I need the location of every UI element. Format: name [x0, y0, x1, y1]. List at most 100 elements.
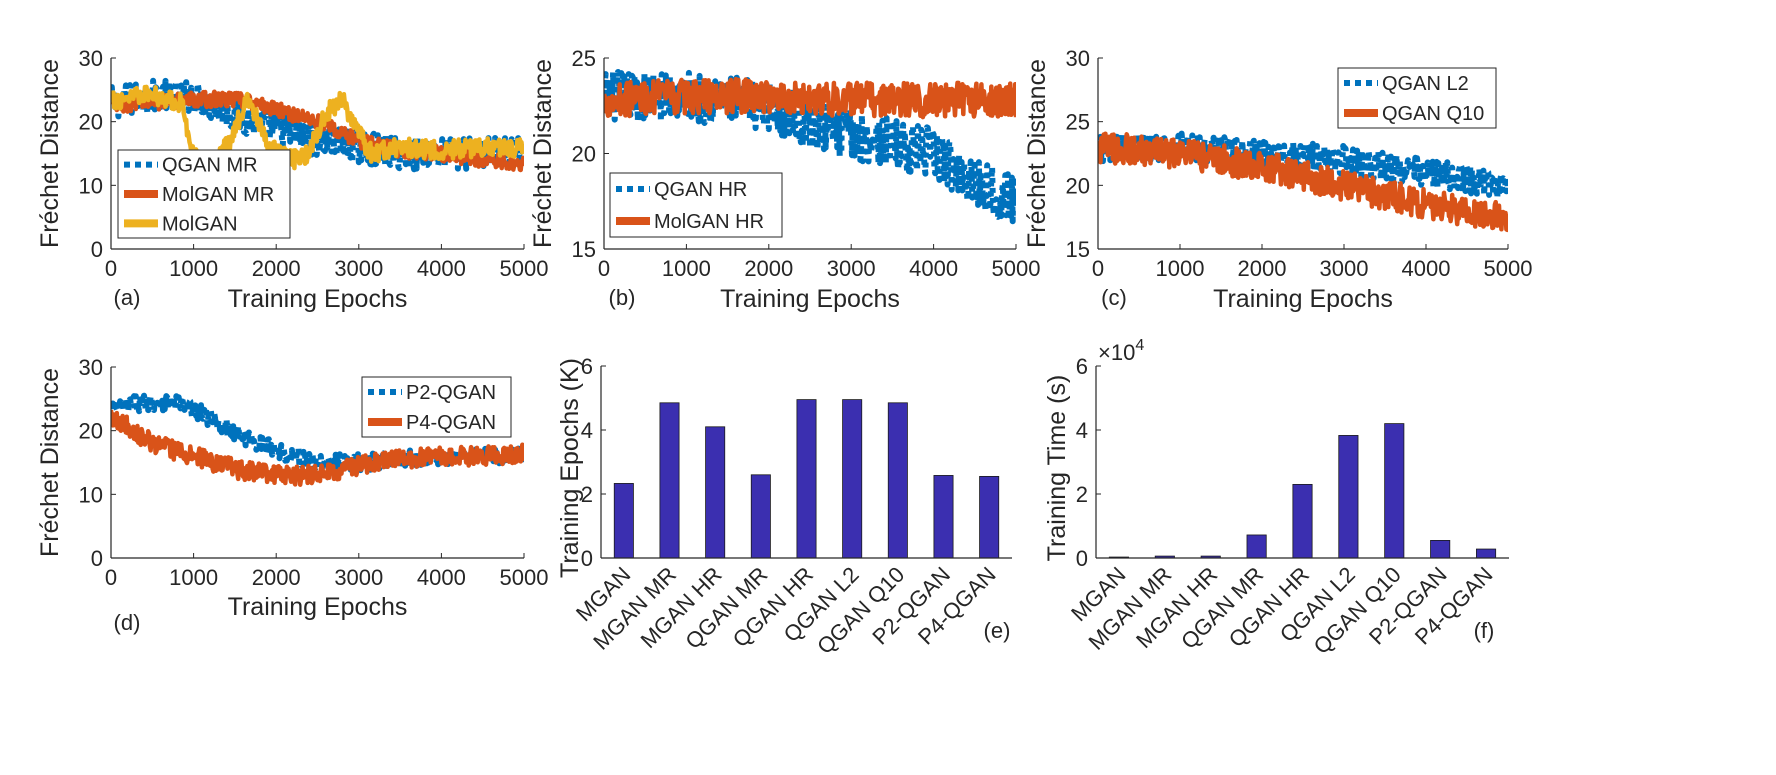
- y-axis-label: Training Time (s): [1043, 375, 1071, 562]
- y-tick-label: 20: [572, 142, 596, 167]
- y-axis-label: Fréchet Distance: [1023, 59, 1051, 248]
- legend: QGAN MR MolGAN MR MolGAN: [117, 149, 291, 239]
- y-tick-label: 25: [1066, 110, 1090, 135]
- bar-p2-qgan: [1430, 540, 1451, 559]
- series-group: [111, 392, 524, 487]
- y-tick-label: 20: [1066, 173, 1090, 198]
- x-axis-label: Training Epochs: [720, 285, 900, 313]
- series-line-p2-qgan: [111, 392, 524, 474]
- x-axis-label: Training Epochs: [228, 285, 408, 313]
- y-tick-label: 4: [1076, 418, 1088, 443]
- x-tick-label: 4000: [1402, 256, 1451, 281]
- legend-label: QGAN MR: [162, 155, 258, 177]
- x-tick-label: 1000: [1156, 256, 1205, 281]
- x-tick-label: 2000: [1238, 256, 1287, 281]
- bar-mgan-hr: [705, 426, 726, 559]
- legend-label: MolGAN HR: [654, 211, 764, 233]
- panel-a-line-chart: 0 1000 2000 3000 4000 5000 0 10 20 30 Training Epo…: [36, 46, 548, 313]
- x-tick-label: 5000: [992, 256, 1041, 281]
- legend-box: [609, 172, 783, 238]
- y-tick-label: 15: [1066, 237, 1090, 262]
- y-tick-label: 2: [581, 482, 593, 507]
- x-tick-label: 0: [105, 256, 117, 281]
- y-tick-label: 2: [1076, 482, 1088, 507]
- series-group: [1098, 130, 1508, 233]
- bar-p4-qgan: [979, 475, 1000, 559]
- bar-mgan-mr: [659, 402, 680, 559]
- legend-label: P2-QGAN: [406, 382, 496, 404]
- x-tick-label: 1000: [169, 256, 218, 281]
- y-axis-label: Fréchet Distance: [36, 59, 64, 248]
- bar-qgan-l2: [1338, 435, 1359, 559]
- x-tick-label: 5000: [1484, 256, 1533, 281]
- legend: QGAN HR MolGAN HR: [609, 172, 783, 238]
- y-tick-label: 0: [91, 237, 103, 262]
- y-tick-label: 0: [1076, 546, 1088, 571]
- panel-label: (d): [114, 610, 141, 635]
- legend-box: [1337, 67, 1497, 129]
- bar-qgan-l2: [842, 399, 863, 559]
- panel-d-line-chart: 0 1000 2000 3000 4000 5000 0 10 20 30 Training Epo…: [36, 355, 548, 635]
- y-tick-label: 20: [79, 419, 103, 444]
- y-tick-label: 4: [581, 418, 593, 443]
- x-tick-label: 3000: [334, 256, 383, 281]
- y-tick-label: 30: [79, 46, 103, 71]
- x-tick-label: 5000: [500, 256, 549, 281]
- x-tick-label: 0: [105, 565, 117, 590]
- y-axis-label: Fréchet Distance: [529, 59, 557, 248]
- x-tick-label: 3000: [827, 256, 876, 281]
- legend: QGAN L2 QGAN Q10: [1337, 67, 1497, 129]
- x-tick-label: 0: [1092, 256, 1104, 281]
- series-line-qgan-q10: [1098, 131, 1508, 233]
- panel-c-line-chart: 0 1000 2000 3000 4000 5000 15 20 25 30 Training Ep…: [1023, 46, 1532, 313]
- panel-b-line-chart: 0 1000 2000 3000 4000 5000 15 20 25 Training Epoc…: [529, 46, 1040, 313]
- x-tick-label: 2000: [252, 565, 301, 590]
- series-line-p4-qgan: [111, 409, 524, 487]
- y-tick-label: 10: [79, 482, 103, 507]
- x-tick-label: 4000: [909, 256, 958, 281]
- y-tick-label: 30: [79, 355, 103, 380]
- bar-qgan-hr: [1292, 483, 1313, 559]
- bar-mgan: [613, 483, 634, 559]
- legend-label: MolGAN MR: [162, 184, 274, 206]
- y-tick-label: 20: [79, 110, 103, 135]
- y-axis-label: Training Epochs (K): [556, 358, 584, 578]
- legend-label: QGAN HR: [654, 179, 747, 201]
- legend-box: [361, 376, 512, 438]
- x-tick-label: 1000: [662, 256, 711, 281]
- y-tick-label: 25: [572, 46, 596, 71]
- panel-label: (a): [114, 285, 141, 310]
- bar-qgan-q10: [887, 402, 908, 559]
- x-axis-label: Training Epochs: [228, 593, 408, 621]
- x-tick-label: 2000: [252, 256, 301, 281]
- x-axis-label: Training Epochs: [1213, 285, 1393, 313]
- series-line-qgan-l2: [1098, 130, 1508, 201]
- x-tick-label: 4000: [417, 256, 466, 281]
- bar-qgan-mr: [750, 474, 771, 559]
- y-tick-label: 30: [1066, 46, 1090, 71]
- x-tick-label: 3000: [1320, 256, 1369, 281]
- y-tick-label: 15: [572, 237, 596, 262]
- y-axis-label: Fréchet Distance: [36, 368, 64, 557]
- legend: P2-QGAN P4-QGAN: [361, 376, 512, 438]
- bar-p2-qgan: [933, 475, 954, 559]
- y-tick-label: 0: [91, 546, 103, 571]
- x-tick-label: 4000: [417, 565, 466, 590]
- y-tick-label: 6: [1076, 354, 1088, 379]
- axis-multiplier: ×104: [1098, 337, 1144, 365]
- y-tick-label: 0: [581, 546, 593, 571]
- x-tick-label: 2000: [744, 256, 793, 281]
- series-group: [111, 77, 524, 176]
- panel-label: (c): [1101, 285, 1127, 310]
- bar-qgan-mr: [1246, 534, 1267, 559]
- series-line-molgan-hr: [604, 76, 1016, 120]
- y-tick-label: 6: [581, 354, 593, 379]
- panel-label: (e): [984, 618, 1011, 643]
- x-tick-label: 0: [598, 256, 610, 281]
- y-tick-label: 10: [79, 173, 103, 198]
- bar-qgan-hr: [796, 399, 817, 559]
- legend-label: P4-QGAN: [406, 412, 496, 434]
